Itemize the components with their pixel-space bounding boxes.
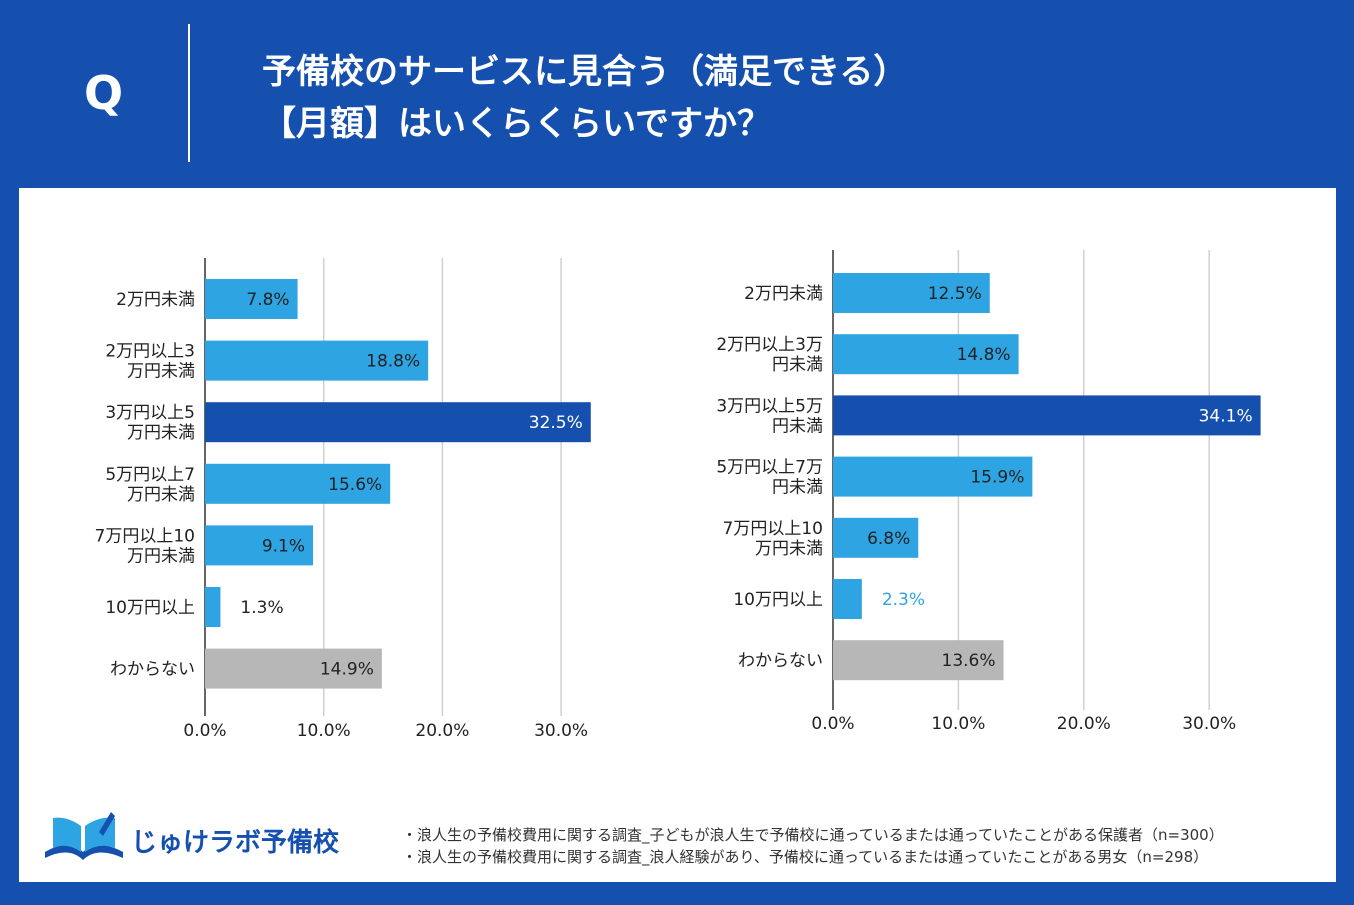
category-label: 2万円未満 — [744, 284, 823, 304]
bar — [205, 463, 391, 504]
category-label: 2万円未満 — [116, 290, 195, 310]
category-label: わからない — [738, 651, 823, 671]
bar — [833, 640, 1004, 681]
category-label: 7万円以上10 万円未満 — [95, 526, 195, 566]
x-tick-label: 0.0% — [811, 714, 854, 734]
x-tick-label: 20.0% — [415, 721, 469, 741]
source-note-1: ・浪人生の予備校費用に関する調査_子どもが浪人生で予備校に通っているまたは通って… — [402, 826, 1224, 844]
header-divider — [188, 24, 190, 162]
bar — [205, 340, 429, 381]
bar — [833, 579, 862, 619]
data-label: 7.8% — [246, 290, 289, 310]
data-label: 15.6% — [328, 475, 382, 495]
data-label: 14.8% — [957, 345, 1011, 365]
data-label: 15.9% — [970, 468, 1024, 488]
chart-panel: 0.0% 10.0% 20.0% 30.0% 7.8% 2万円未満 18.8% 2万円以上3 万… — [19, 188, 1336, 882]
category-label: 10万円以上 — [733, 590, 823, 610]
data-label: 14.9% — [320, 660, 374, 680]
source-note-2: ・浪人生の予備校費用に関する調査_浪人経験があり、予備校に通っているまたは通って… — [402, 848, 1209, 866]
question-title: 予備校のサービスに見合う（満足できる） 【月額】はいくらくらいですか？ — [262, 46, 1262, 150]
data-label: 18.8% — [366, 352, 420, 372]
bar — [833, 334, 1019, 375]
chart-right: 0.0% 10.0% 20.0% 30.0% 12.5% 2万円未満 14.8% 2万円以上3… — [716, 250, 1261, 734]
x-tick-label: 30.0% — [1182, 714, 1236, 734]
data-label: 2.3% — [882, 590, 925, 610]
bar — [833, 273, 990, 313]
category-label: 3万円以上5万円未満 — [716, 396, 823, 436]
bar — [833, 456, 1033, 497]
bar — [205, 279, 298, 319]
category-label: 7万円以上10 万円未満 — [723, 519, 823, 559]
data-label: 12.5% — [928, 284, 982, 304]
category-label: 10万円以上 — [105, 598, 195, 618]
x-tick-label: 20.0% — [1057, 714, 1111, 734]
bar — [205, 525, 314, 566]
logo: じゅけラボ予備校 — [39, 808, 359, 868]
logo-text: じゅけラボ予備校 — [131, 828, 340, 858]
data-label: 1.3% — [240, 598, 283, 618]
x-tick-label: 0.0% — [183, 721, 226, 741]
bar — [833, 395, 1261, 436]
category-label: 5万円以上7万円未満 — [716, 458, 823, 498]
bar — [205, 402, 591, 443]
x-tick-label: 10.0% — [297, 721, 351, 741]
chart-left: 0.0% 10.0% 20.0% 30.0% 7.8% 2万円未満 18.8% 2万円以上3 万… — [95, 258, 591, 741]
data-label: 34.1% — [1199, 406, 1253, 426]
bar — [833, 517, 919, 558]
data-label: 9.1% — [262, 536, 305, 556]
data-label: 32.5% — [529, 413, 583, 433]
q-label: Q — [84, 66, 124, 120]
bar — [205, 587, 221, 627]
category-label: わからない — [110, 660, 195, 680]
source-notes: ・浪人生の予備校費用に関する調査_子どもが浪人生で予備校に通っているまたは通って… — [402, 824, 1322, 868]
data-label: 6.8% — [867, 529, 910, 549]
question-title-line1: 予備校のサービスに見合う（満足できる） — [262, 52, 908, 92]
category-label: 2万円以上3万円未満 — [716, 335, 823, 375]
question-title-line2: 【月額】はいくらくらいですか？ — [262, 104, 771, 144]
bar — [205, 648, 382, 689]
x-tick-label: 30.0% — [534, 721, 588, 741]
data-label: 13.6% — [942, 651, 996, 671]
x-tick-label: 10.0% — [931, 714, 985, 734]
book-logo-icon — [45, 812, 123, 860]
